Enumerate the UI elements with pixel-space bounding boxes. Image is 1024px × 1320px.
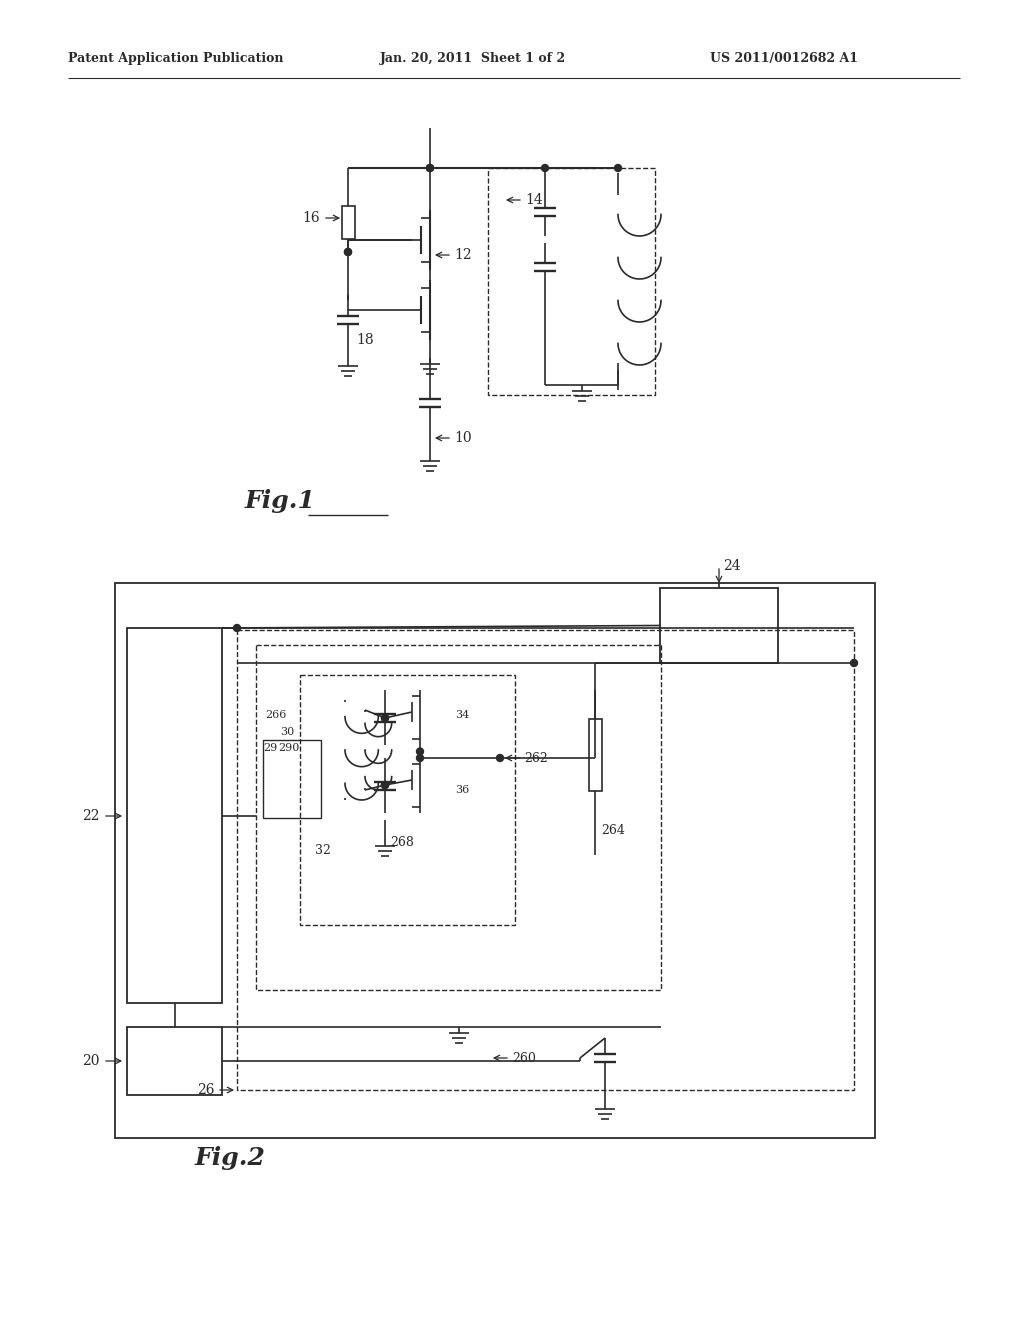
Text: Fig.1: Fig.1 bbox=[245, 488, 315, 513]
Circle shape bbox=[427, 165, 433, 172]
Bar bbox=[660, 587, 778, 663]
Text: 34: 34 bbox=[455, 710, 469, 719]
Text: Patent Application Publication: Patent Application Publication bbox=[68, 51, 284, 65]
Bar bbox=[127, 628, 222, 1003]
Text: 32: 32 bbox=[315, 843, 331, 857]
Text: 18: 18 bbox=[356, 333, 374, 347]
Circle shape bbox=[382, 781, 388, 788]
Circle shape bbox=[417, 748, 424, 755]
Text: 22: 22 bbox=[83, 809, 100, 822]
Text: 30: 30 bbox=[280, 727, 294, 737]
Text: 36: 36 bbox=[455, 785, 469, 795]
Circle shape bbox=[614, 165, 622, 172]
Bar bbox=[488, 168, 655, 395]
Circle shape bbox=[344, 248, 351, 256]
Circle shape bbox=[344, 248, 351, 256]
Text: 14: 14 bbox=[525, 193, 543, 207]
Circle shape bbox=[233, 624, 241, 631]
Bar bbox=[237, 630, 854, 1090]
Text: 12: 12 bbox=[454, 248, 472, 261]
Text: 266: 266 bbox=[265, 710, 287, 719]
Text: US 2011/0012682 A1: US 2011/0012682 A1 bbox=[710, 51, 858, 65]
Text: 29: 29 bbox=[263, 743, 278, 752]
Circle shape bbox=[382, 781, 388, 788]
Bar bbox=[256, 645, 662, 990]
Circle shape bbox=[542, 165, 549, 172]
Bar bbox=[263, 741, 321, 818]
Bar bbox=[589, 719, 601, 791]
Text: 10: 10 bbox=[454, 432, 472, 445]
Text: 20: 20 bbox=[83, 1053, 100, 1068]
Text: 16: 16 bbox=[302, 211, 319, 224]
Text: 26: 26 bbox=[198, 1082, 215, 1097]
Circle shape bbox=[382, 714, 388, 722]
Text: 264: 264 bbox=[601, 824, 625, 837]
Bar bbox=[115, 583, 874, 1138]
Bar bbox=[300, 675, 515, 925]
Text: 262: 262 bbox=[524, 751, 548, 764]
Bar bbox=[127, 1027, 222, 1096]
Text: Fig.2: Fig.2 bbox=[195, 1146, 266, 1170]
Circle shape bbox=[851, 660, 857, 667]
Bar bbox=[341, 206, 354, 239]
Circle shape bbox=[427, 165, 433, 172]
Text: 260: 260 bbox=[512, 1052, 536, 1064]
Text: 290: 290 bbox=[278, 743, 299, 752]
Text: 24: 24 bbox=[723, 558, 740, 573]
Circle shape bbox=[417, 755, 424, 762]
Circle shape bbox=[497, 755, 504, 762]
Circle shape bbox=[382, 714, 388, 722]
Text: Jan. 20, 2011  Sheet 1 of 2: Jan. 20, 2011 Sheet 1 of 2 bbox=[380, 51, 566, 65]
Text: 268: 268 bbox=[390, 837, 414, 850]
